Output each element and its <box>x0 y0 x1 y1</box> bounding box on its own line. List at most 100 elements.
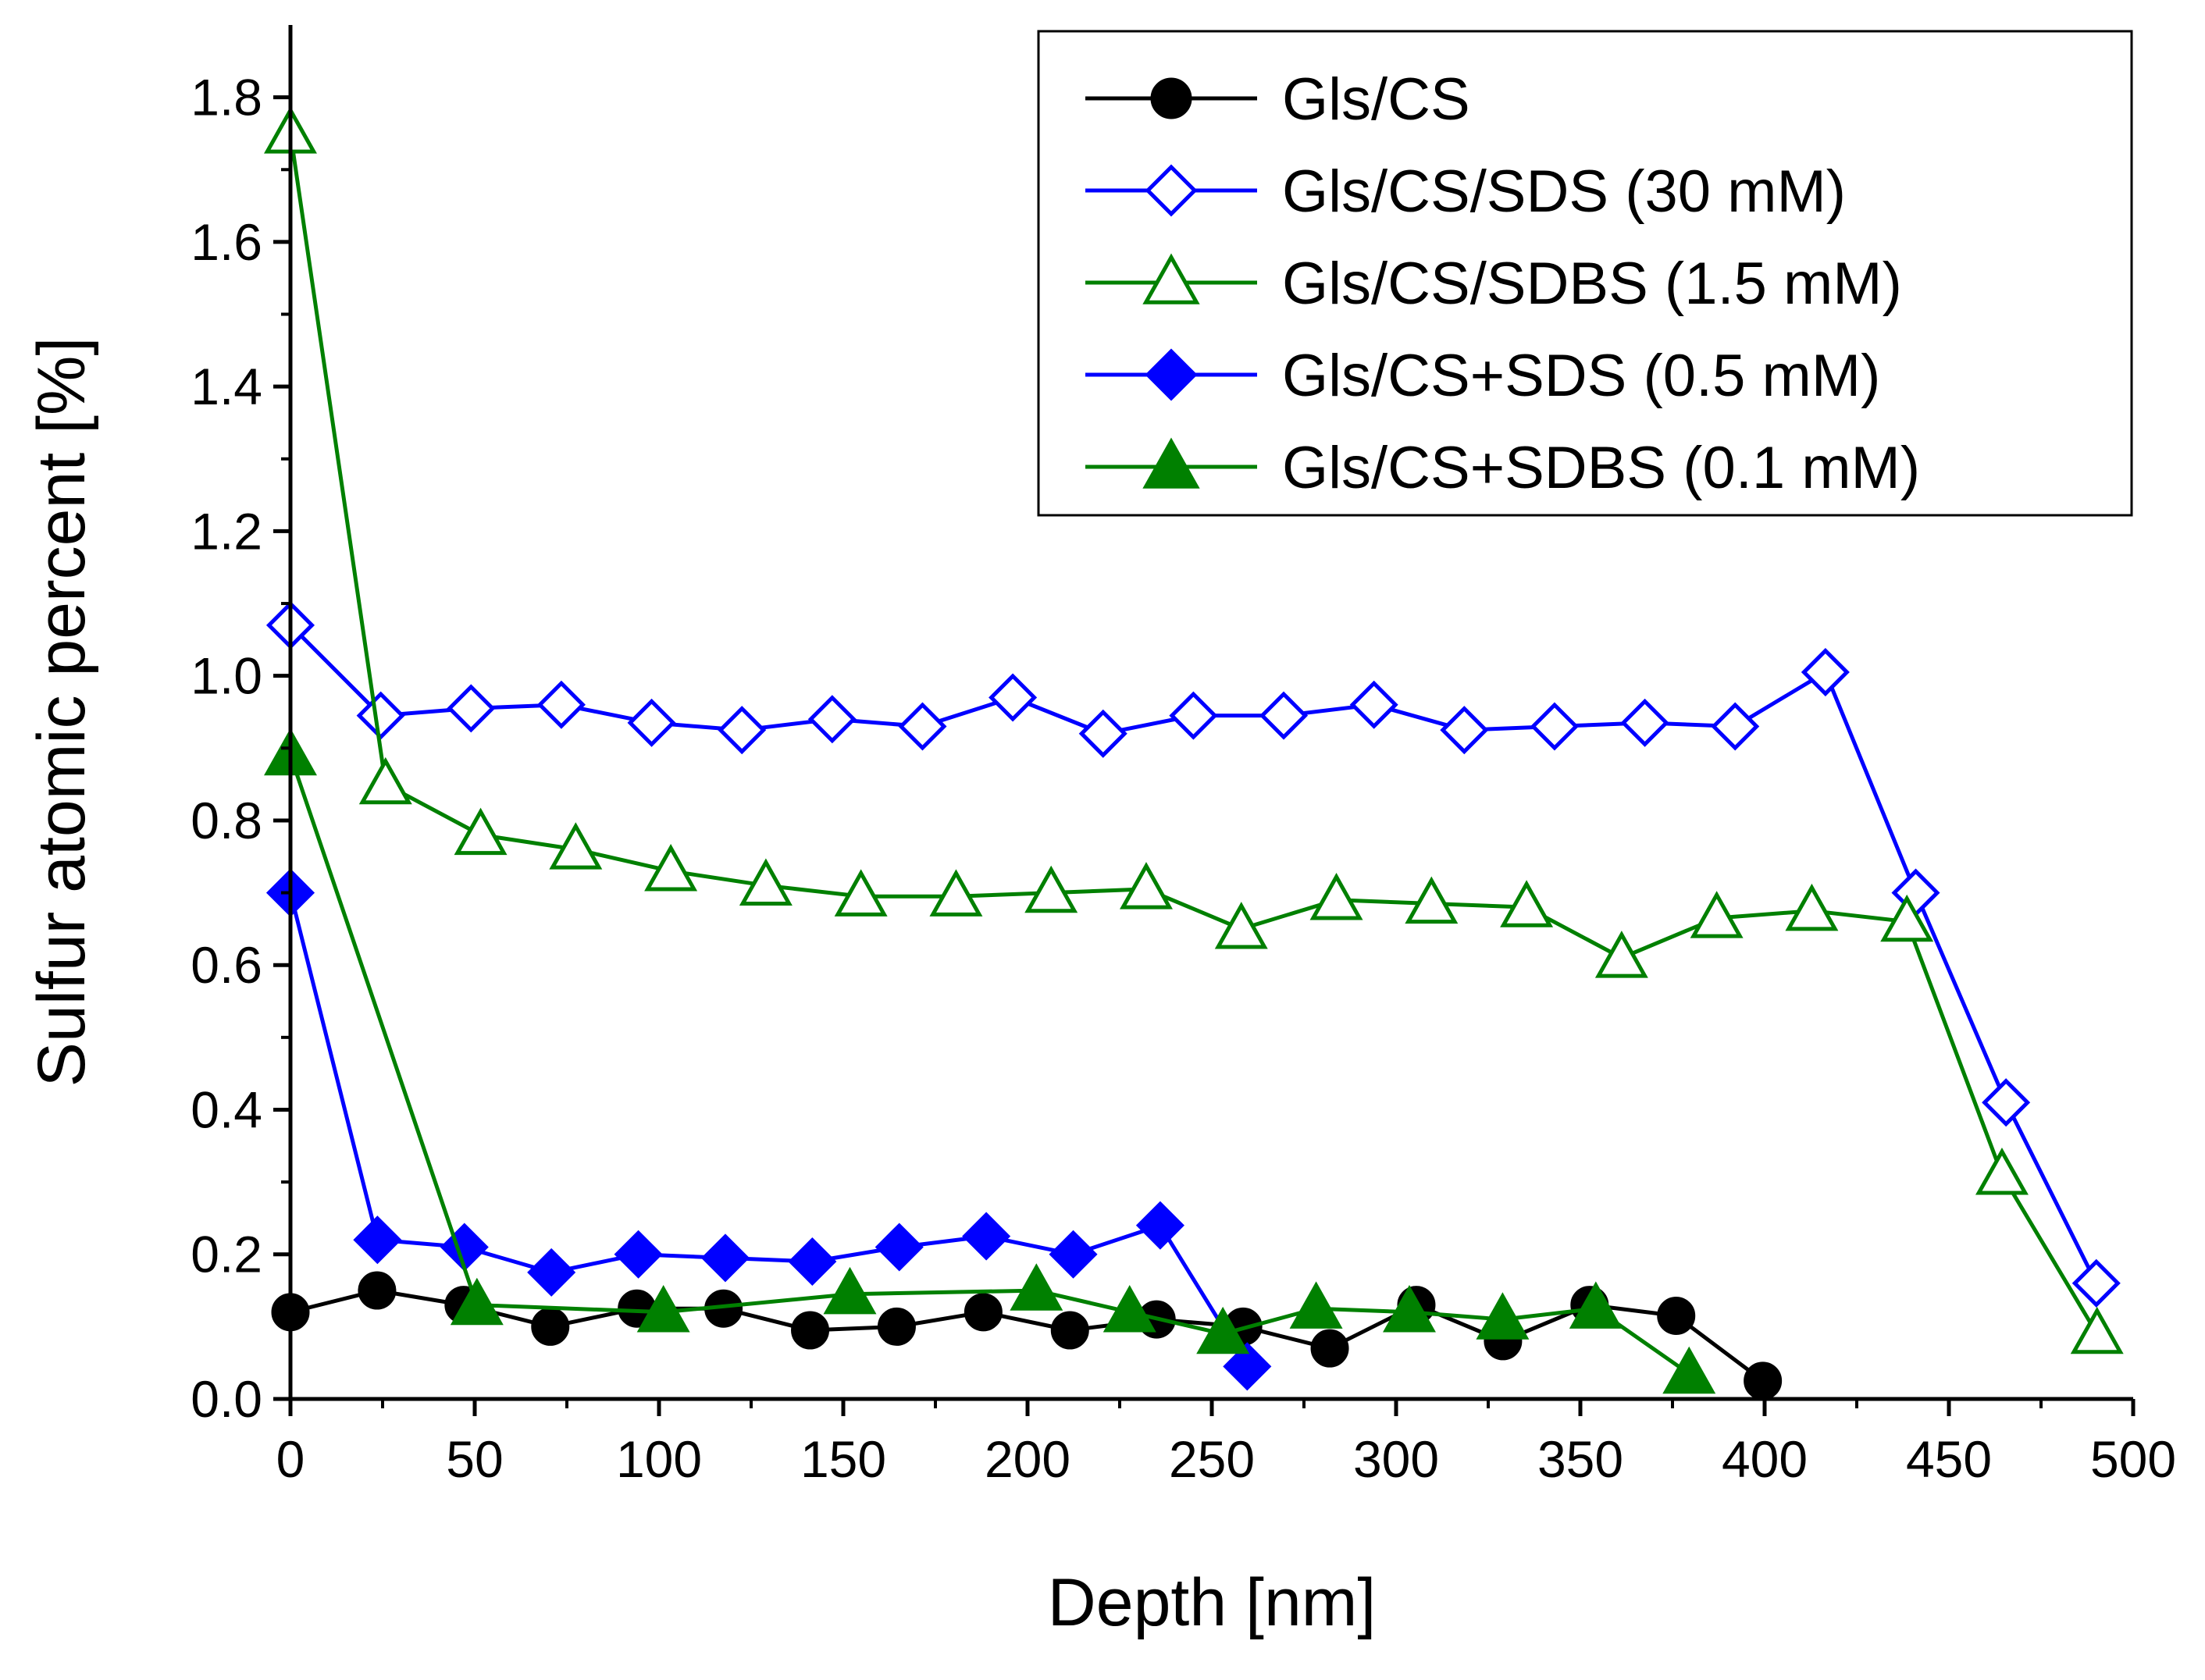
y-tick-label: 0.0 <box>191 1370 262 1428</box>
data-point <box>1880 894 1934 942</box>
data-point <box>700 1233 750 1283</box>
data-point <box>877 1307 916 1346</box>
data-point <box>356 691 405 740</box>
data-point <box>358 756 412 805</box>
data-point <box>627 698 676 747</box>
data-point <box>2070 1306 2124 1354</box>
y-axis-title: Sulfur atomic percent [%] <box>24 337 99 1087</box>
legend-entry-5: Gls/CS+SDBS (0.1 mM) <box>1085 435 1920 501</box>
data-point <box>614 1230 663 1279</box>
data-point <box>454 807 508 856</box>
y-tick-label: 0.6 <box>191 936 262 994</box>
data-point <box>1024 865 1078 913</box>
data-point <box>2071 1258 2121 1308</box>
data-point <box>823 1266 877 1315</box>
series-2 <box>265 600 2121 1308</box>
x-tick-label: 200 <box>985 1430 1070 1488</box>
x-tick-label: 150 <box>800 1430 886 1488</box>
data-point <box>1078 709 1127 758</box>
legend-entry-1: Gls/CS <box>1085 66 1470 133</box>
data-point <box>929 869 983 917</box>
x-tick-label: 450 <box>1906 1430 1992 1488</box>
data-point <box>1050 1311 1089 1350</box>
data-point <box>1711 702 1760 751</box>
data-point <box>536 680 586 729</box>
data-point <box>1405 876 1459 924</box>
data-point <box>1982 1078 2031 1127</box>
x-tick-label: 400 <box>1722 1430 1808 1488</box>
data-point <box>1383 1285 1436 1333</box>
data-point <box>1620 698 1669 747</box>
y-tick-label: 0.8 <box>191 792 262 849</box>
x-ticks: 0 50 100 150 200 250 300 350 400 450 500 <box>276 1399 2176 1488</box>
data-point <box>1309 873 1363 920</box>
data-point <box>1289 1281 1343 1329</box>
data-point <box>1657 1296 1696 1335</box>
data-point <box>450 1277 504 1326</box>
y-tick-label: 0.4 <box>191 1080 262 1138</box>
data-point <box>964 1293 1003 1332</box>
legend-marker <box>1142 437 1200 489</box>
data-point <box>1135 1201 1184 1250</box>
data-point <box>353 1216 402 1265</box>
data-point <box>1975 1148 2029 1195</box>
series-layer <box>264 106 2124 1401</box>
legend-label: Gls/CS+SDBS (0.1 mM) <box>1282 435 1920 501</box>
data-point <box>1744 1361 1783 1401</box>
data-point <box>1349 680 1398 729</box>
legend: Gls/CS Gls/CS/SDS (30 mM) Gls/CS/SDBS (1.5… <box>1037 30 2133 517</box>
legend-label: Gls/CS/SDS (30 mM) <box>1282 158 1846 225</box>
x-tick-label: 100 <box>616 1430 702 1488</box>
y-tick-label: 1.8 <box>191 69 262 126</box>
data-point <box>1102 1285 1156 1333</box>
data-point <box>1196 1306 1250 1354</box>
data-point <box>989 673 1038 722</box>
data-point <box>898 702 947 751</box>
y-tick-label: 1.2 <box>191 502 262 560</box>
data-point <box>1259 691 1309 740</box>
data-point <box>1500 880 1554 927</box>
x-tick-label: 500 <box>2090 1430 2176 1488</box>
legend-entry-4: Gls/CS+SDS (0.5 mM) <box>1085 343 1880 409</box>
data-point <box>1310 1329 1349 1368</box>
x-tick-label: 250 <box>1169 1430 1255 1488</box>
legend-marker <box>1145 164 1198 217</box>
legend-marker <box>1145 348 1198 401</box>
series-5 <box>264 728 1716 1394</box>
series-line <box>288 754 1690 1376</box>
x-tick-label: 0 <box>276 1430 305 1488</box>
y-tick-label: 0.2 <box>191 1226 262 1283</box>
data-point <box>1476 1292 1530 1340</box>
data-point <box>1214 902 1268 949</box>
data-point <box>1569 1281 1623 1329</box>
series-3 <box>264 106 2124 1354</box>
legend-label: Gls/CS/SDBS (1.5 mM) <box>1282 251 1902 317</box>
data-point <box>1594 931 1648 978</box>
y-tick-label: 1.6 <box>191 213 262 271</box>
legend-entry-2: Gls/CS/SDS (30 mM) <box>1085 158 1846 225</box>
data-point <box>531 1307 570 1346</box>
data-point <box>1010 1263 1063 1311</box>
axes: 0 50 100 150 200 250 300 350 400 450 500 0.0 0.2 0.4… <box>191 25 2176 1488</box>
data-point <box>791 1311 830 1350</box>
data-point <box>962 1212 1011 1261</box>
series-4 <box>265 868 1272 1391</box>
data-point <box>718 706 767 755</box>
data-point <box>1169 691 1218 740</box>
data-point <box>644 843 698 892</box>
legend-box <box>1037 30 2133 517</box>
data-point <box>1690 891 1744 938</box>
x-tick-label: 350 <box>1537 1430 1623 1488</box>
legend-marker <box>1142 253 1200 304</box>
legend-marker <box>1150 77 1192 119</box>
legend-label: Gls/CS <box>1282 66 1470 133</box>
x-tick-label: 300 <box>1353 1430 1439 1488</box>
data-point <box>1049 1230 1098 1279</box>
data-point <box>1120 862 1173 909</box>
data-point <box>447 684 496 733</box>
data-point <box>1530 702 1579 751</box>
data-point <box>549 822 603 870</box>
x-tick-label: 50 <box>446 1430 503 1488</box>
y-ticks: 0.0 0.2 0.4 0.6 0.8 1.0 1.2 1.4 1.6 1.8 <box>191 69 290 1428</box>
